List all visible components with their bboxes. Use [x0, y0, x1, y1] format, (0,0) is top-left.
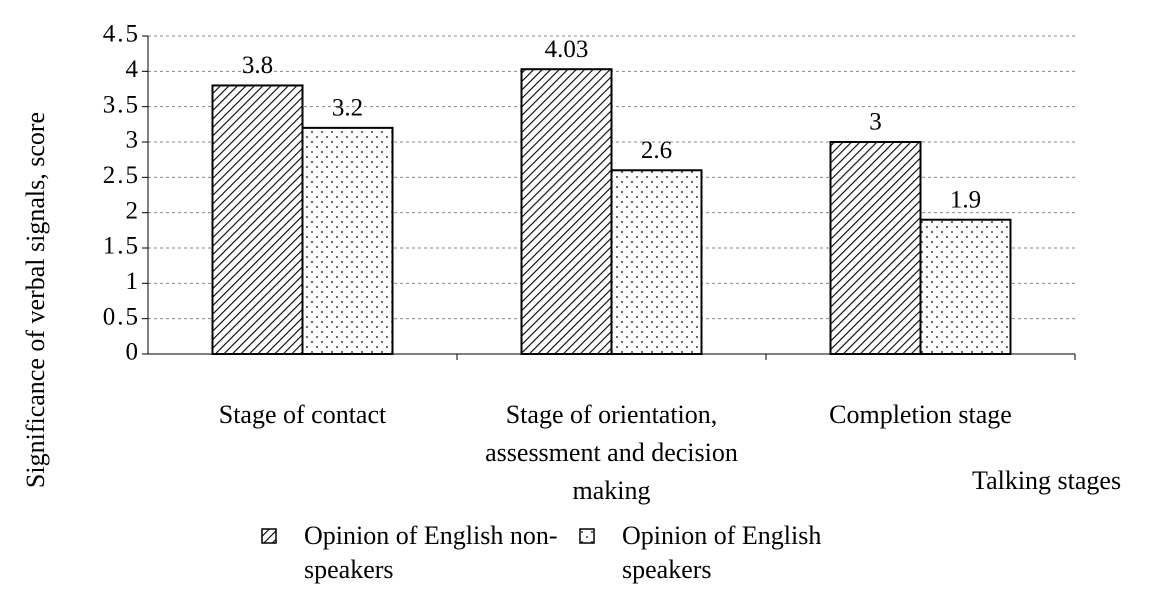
y-tick-label: 2: [126, 197, 141, 224]
y-tick-label: 1: [126, 268, 141, 295]
data-label: 2.6: [641, 137, 672, 164]
y-tick-label: 0.5: [103, 303, 140, 330]
data-label: 4.03: [545, 36, 589, 63]
y-tick-label: 3: [126, 127, 141, 154]
y-tick-label: 0: [126, 339, 141, 366]
x-tick-label: Stage of orientation, assessment and dec…: [485, 400, 738, 505]
data-label: 3: [869, 109, 882, 136]
data-label: 3.2: [332, 95, 363, 122]
legend-label: Opinion of English speakers: [622, 521, 822, 584]
y-tick-label: 4: [126, 56, 141, 83]
x-tick-label: Stage of contact: [218, 400, 387, 429]
bar: [919, 218, 1012, 355]
x-tick-label: Completion stage: [829, 400, 1012, 429]
bar: [520, 68, 613, 355]
x-axis-label: Talking stages: [972, 466, 1122, 495]
bar: [211, 84, 304, 355]
legend-swatch: [261, 528, 277, 544]
y-tick-label: 3.5: [103, 91, 140, 118]
bar: [301, 126, 394, 355]
bar: [829, 141, 922, 355]
data-label: 3.8: [242, 52, 273, 79]
data-label: 1.9: [950, 186, 981, 213]
bar: [610, 169, 703, 355]
y-tick-label: 2.5: [103, 162, 140, 189]
y-tick-label: 1.5: [103, 233, 140, 260]
y-axis-label: Significance of verbal signals, score: [21, 112, 50, 488]
y-tick-label: 4.5: [103, 21, 140, 48]
legend-swatch: [579, 528, 595, 544]
legend-label: Opinion of English non-speakers: [304, 521, 558, 584]
